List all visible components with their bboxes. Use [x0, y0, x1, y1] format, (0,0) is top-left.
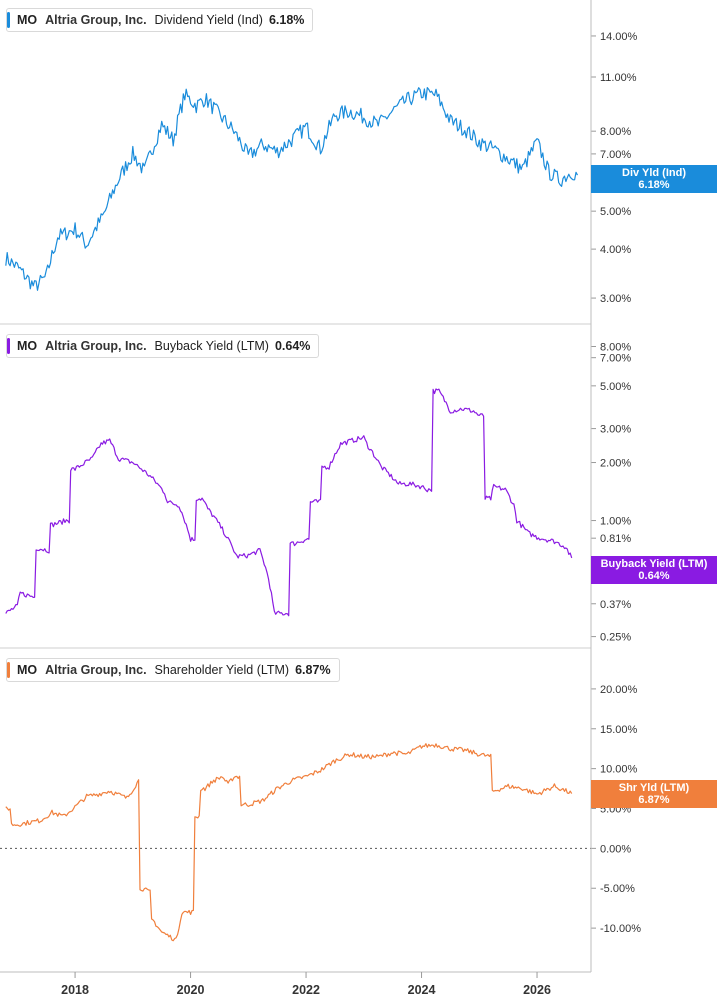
y-tick-label: 10.00%: [600, 764, 638, 776]
series-line-buyback: [5, 388, 573, 617]
tag-value: 6.18%: [638, 179, 670, 191]
y-tick-label: 3.00%: [600, 424, 631, 436]
y-tick-label: 7.00%: [600, 353, 631, 365]
last-value-tag-buyback: Buyback Yield (LTM) 0.64%: [591, 556, 717, 584]
legend-shareholder-yield[interactable]: MO Altria Group, Inc. Shareholder Yield …: [6, 658, 340, 682]
legend-dividend-yield[interactable]: MO Altria Group, Inc. Dividend Yield (In…: [6, 8, 314, 32]
tag-value: 0.64%: [638, 570, 670, 582]
y-tick-label: 7.00%: [600, 149, 631, 161]
tag-label: Div Yld (Ind): [622, 167, 686, 179]
y-tick-label: 3.00%: [600, 293, 631, 305]
y-tick-label: 0.00%: [600, 843, 631, 855]
legend-ticker: MO: [17, 339, 38, 353]
x-tick-label: 2018: [61, 983, 89, 997]
legend-value: 0.64%: [274, 339, 311, 353]
legend-value: 6.18%: [268, 13, 305, 27]
y-tick-label: -5.00%: [600, 883, 635, 895]
y-tick-label: 2.00%: [600, 458, 631, 470]
legend-company: Altria Group, Inc.: [45, 663, 147, 677]
y-tick-label: -10.00%: [600, 923, 641, 935]
y-tick-label: 4.00%: [600, 244, 631, 256]
x-tick-label: 2022: [292, 983, 320, 997]
x-tick-label: 2024: [408, 983, 436, 997]
last-value-tag-shareholder: Shr Yld (LTM) 6.87%: [591, 780, 717, 808]
legend-company: Altria Group, Inc.: [45, 13, 147, 27]
series-line-dividend: [5, 87, 579, 291]
y-tick-label: 5.00%: [600, 381, 631, 393]
y-tick-label: 1.00%: [600, 516, 631, 528]
y-tick-label: 11.00%: [600, 72, 637, 84]
legend-company: Altria Group, Inc.: [45, 339, 147, 353]
legend-buyback-yield[interactable]: MO Altria Group, Inc. Buyback Yield (LTM…: [6, 334, 320, 358]
series-color-marker: [7, 662, 10, 678]
y-tick-label: 0.25%: [600, 632, 631, 644]
tag-label: Shr Yld (LTM): [618, 782, 690, 794]
y-tick-label: 20.00%: [600, 684, 638, 696]
legend-ticker: MO: [17, 13, 38, 27]
x-tick-label: 2020: [177, 983, 205, 997]
legend-metric: Buyback Yield (LTM): [154, 339, 269, 353]
x-tick-label: 2026: [523, 983, 551, 997]
y-tick-label: 8.00%: [600, 126, 631, 138]
y-tick-label: 8.00%: [600, 341, 631, 353]
legend-metric: Shareholder Yield (LTM): [154, 663, 290, 677]
tag-value: 6.87%: [638, 794, 670, 806]
series-color-marker: [7, 12, 10, 28]
legend-value: 6.87%: [295, 663, 331, 677]
series-line-shareholder: [5, 743, 573, 942]
tag-label: Buyback Yield (LTM): [600, 558, 708, 570]
legend-ticker: MO: [17, 663, 38, 677]
last-value-tag-dividend: Div Yld (Ind) 6.18%: [591, 165, 717, 193]
y-tick-label: 14.00%: [600, 31, 638, 43]
y-tick-label: 0.37%: [600, 599, 631, 611]
y-tick-label: 15.00%: [600, 724, 638, 736]
legend-metric: Dividend Yield (Ind): [154, 13, 263, 27]
series-color-marker: [7, 338, 10, 354]
y-tick-label: 0.81%: [600, 533, 631, 545]
y-tick-label: 5.00%: [600, 206, 631, 218]
